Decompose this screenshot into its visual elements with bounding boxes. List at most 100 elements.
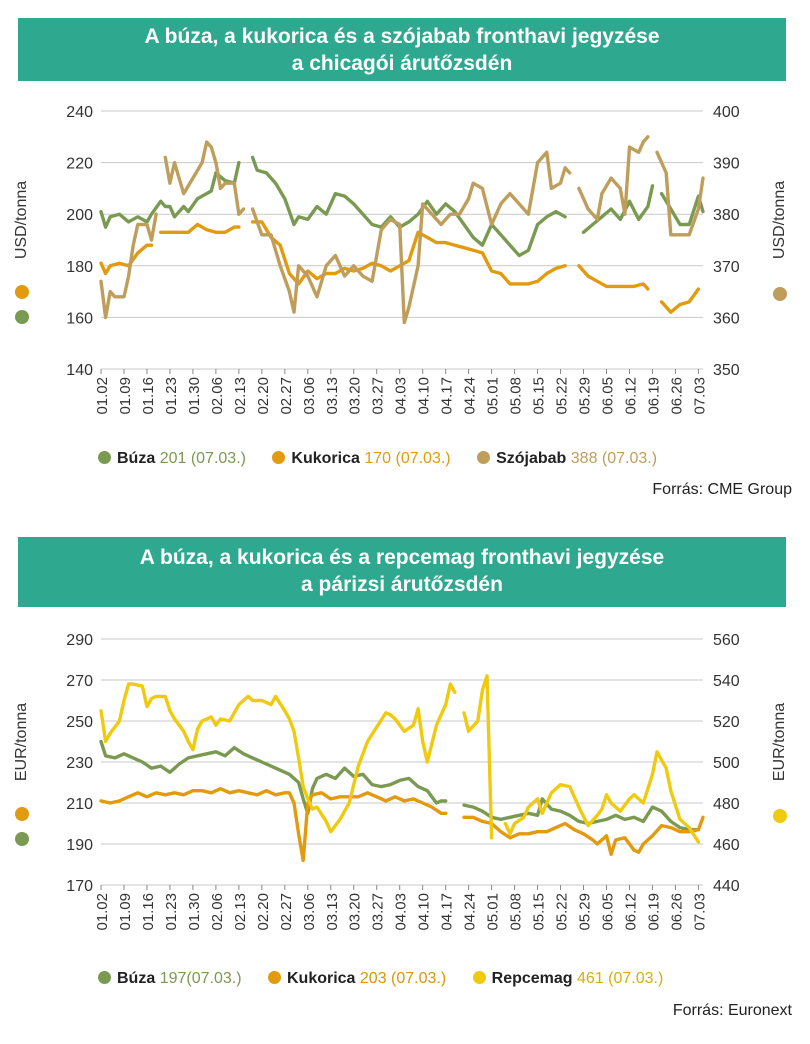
legend-item-kukorica: Kukorica 170 (07.03.) <box>272 450 451 468</box>
y-tick-left: 270 <box>66 673 93 690</box>
x-tick-label: 06.05 <box>599 377 616 415</box>
x-tick-label: 03.06 <box>301 893 318 931</box>
y-tick-left: 140 <box>66 362 93 379</box>
x-tick-label: 01.02 <box>94 377 111 415</box>
y-tick-left: 160 <box>66 310 93 327</box>
x-tick-label: 05.29 <box>577 893 594 931</box>
chart2-source: Forrás: Euronext <box>672 1002 792 1019</box>
y-tick-right: 500 <box>713 755 740 772</box>
legend-dot-icon <box>472 971 486 984</box>
y-tick-left: 170 <box>66 878 93 895</box>
x-tick-label: 03.06 <box>301 377 318 415</box>
series-line-bza <box>99 155 705 258</box>
chart1-title-line1: A búza, a kukorica és a szójabab frontha… <box>144 25 660 48</box>
x-tick-label: 02.27 <box>278 377 295 415</box>
x-tick-label: 04.17 <box>439 893 456 931</box>
x-tick-label: 06.19 <box>645 893 662 931</box>
x-tick-label: 05.22 <box>554 893 571 931</box>
y-tick-right: 360 <box>713 310 740 327</box>
y-tick-left: 230 <box>66 755 93 772</box>
y-tick-left: 290 <box>66 632 93 649</box>
x-tick-label: 05.15 <box>531 377 548 415</box>
x-tick-label: 04.24 <box>462 893 479 931</box>
x-tick-label: 01.16 <box>140 893 157 931</box>
legend-item-szojabab: Szójabab 388 (07.03.) <box>477 450 657 468</box>
axis-marker-dot <box>15 310 29 324</box>
x-tick-label: 04.03 <box>393 377 410 415</box>
y-tick-right: 380 <box>713 207 740 224</box>
x-tick-label: 06.05 <box>599 893 616 931</box>
axis-marker-dot <box>773 287 787 301</box>
x-tick-label: 04.10 <box>416 893 433 931</box>
series-line-repcemag <box>99 674 701 844</box>
legend-item-buza: Búza 201 (07.03.) <box>98 450 246 468</box>
x-tick-label: 02.20 <box>255 893 272 931</box>
y-tick-right: 370 <box>713 259 740 276</box>
x-tick-label: 03.13 <box>324 893 341 931</box>
x-tick-label: 05.08 <box>508 377 525 415</box>
y-tick-left: 180 <box>66 259 93 276</box>
x-tick-label: 05.08 <box>508 893 525 931</box>
y-tick-right: 350 <box>713 362 740 379</box>
x-tick-label: 06.26 <box>668 893 685 931</box>
x-tick-label: 01.09 <box>117 893 134 931</box>
x-tick-label: 02.06 <box>209 893 226 931</box>
chart1-title: A búza, a kukorica és a szójabab frontha… <box>18 18 786 81</box>
x-tick-label: 01.09 <box>117 377 134 415</box>
x-tick-label: 02.27 <box>278 893 295 931</box>
y-tick-right: 520 <box>713 714 740 731</box>
y-tick-right: 400 <box>713 104 740 121</box>
y-tick-right: 480 <box>713 796 740 813</box>
legend-dot-icon <box>267 971 281 984</box>
y-tick-left: 210 <box>66 796 93 813</box>
chart2-title: A búza, a kukorica és a repcemag frontha… <box>18 537 786 607</box>
x-tick-label: 04.03 <box>393 893 410 931</box>
series-line-kukorica <box>99 220 701 314</box>
legend-item-repcemag: Repcemag 461 (07.03.) <box>472 970 664 988</box>
x-tick-label: 06.19 <box>645 377 662 415</box>
y-tick-right: 560 <box>713 632 740 649</box>
x-tick-label: 03.20 <box>347 893 364 931</box>
x-tick-label: 05.15 <box>531 893 548 931</box>
legend-value: 388 (07.03.) <box>570 450 658 467</box>
axis-marker-dot <box>15 807 29 821</box>
x-tick-label: 01.30 <box>186 377 203 415</box>
chart1-title-line2: a chicagói árutőzsdén <box>291 52 513 75</box>
x-tick-label: 05.29 <box>577 377 594 415</box>
chart2-legend: Búza 197(07.03.) Kukorica 203 (07.03.) R… <box>98 970 685 988</box>
x-tick-label: 02.13 <box>232 377 249 415</box>
x-tick-label: 04.17 <box>439 377 456 415</box>
legend-dot-icon <box>98 451 111 464</box>
legend-value: 201 (07.03.) <box>159 450 246 467</box>
chart2-title-line2: a párizsi árutőzsdén <box>301 573 503 596</box>
x-tick-label: 03.20 <box>347 377 364 415</box>
x-tick-label: 07.03 <box>691 377 708 415</box>
axis-marker-dot <box>15 832 29 846</box>
x-tick-label: 01.02 <box>94 893 111 931</box>
y-tick-left: 190 <box>66 837 93 854</box>
x-tick-label: 05.01 <box>485 377 502 415</box>
x-tick-label: 01.23 <box>163 377 180 415</box>
y-axis-title-right: EUR/tonna <box>771 703 788 781</box>
series-line-kukorica <box>99 787 705 863</box>
legend-dot-icon <box>477 451 491 464</box>
x-tick-label: 03.27 <box>370 377 387 415</box>
y-tick-right: 540 <box>713 673 740 690</box>
x-tick-label: 04.24 <box>462 377 479 415</box>
y-tick-right: 390 <box>713 156 740 173</box>
x-tick-label: 06.12 <box>622 893 639 931</box>
x-tick-label: 06.12 <box>622 377 639 415</box>
axis-marker-dot <box>773 809 787 823</box>
legend-value: 461 (07.03.) <box>577 970 664 987</box>
series-line-bza <box>99 739 701 832</box>
y-tick-left: 250 <box>66 714 93 731</box>
y-axis-title-left: EUR/tonna <box>13 703 30 781</box>
y-tick-left: 200 <box>66 207 93 224</box>
x-tick-label: 05.22 <box>554 377 571 415</box>
x-tick-label: 03.13 <box>324 377 341 415</box>
y-tick-right: 440 <box>713 878 740 895</box>
x-tick-label: 07.03 <box>691 893 708 931</box>
chart1-source: Forrás: CME Group <box>652 481 792 498</box>
y-tick-left: 220 <box>66 156 93 173</box>
axis-marker-dot <box>15 285 29 299</box>
